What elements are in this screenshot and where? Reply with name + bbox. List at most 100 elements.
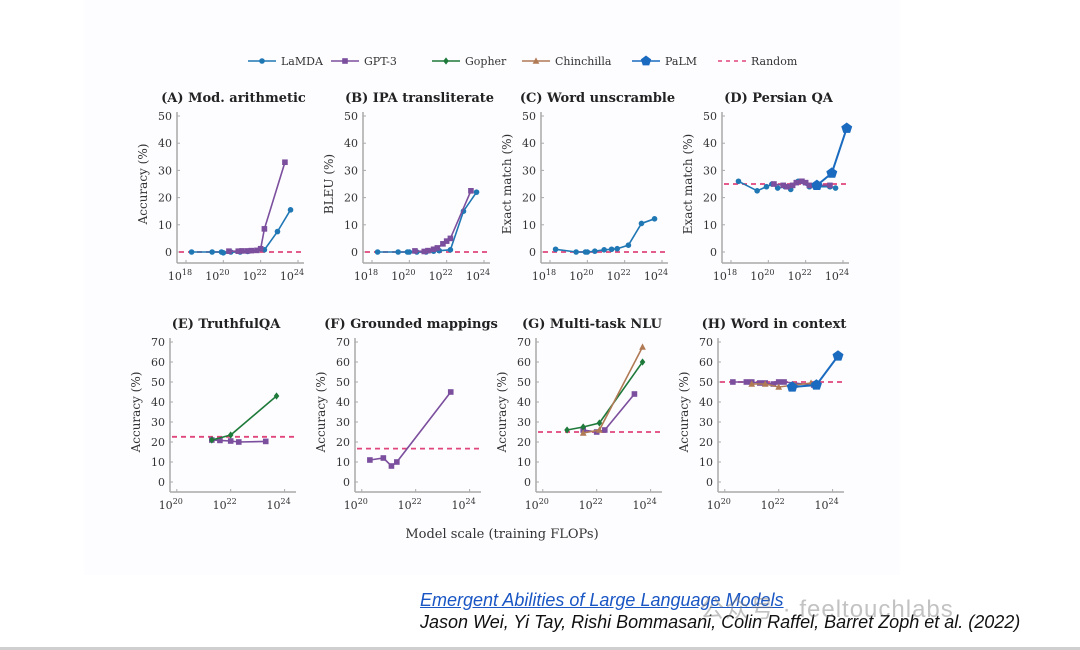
x-tick-label: 1022: [398, 497, 422, 512]
data-point: [388, 463, 395, 469]
watermark: 公众号 · feeltouchlabs: [700, 596, 954, 623]
data-point: [638, 220, 645, 227]
series-line: [211, 395, 278, 441]
data-point: [447, 235, 454, 242]
data-point: [226, 248, 232, 254]
series-gpt-3: [412, 188, 474, 255]
data-point: [239, 248, 245, 254]
data-point: [625, 242, 632, 248]
y-tick-label: 10: [336, 456, 350, 469]
y-axis-label: Exact match (%): [681, 134, 695, 234]
y-tick-label: 70: [336, 336, 350, 349]
paper-title-link[interactable]: Emergent Abilities of Large Language Mod…: [420, 590, 784, 610]
x-tick-label: 1024: [267, 497, 291, 512]
data-point: [789, 182, 796, 189]
series-chinchilla: [579, 343, 646, 436]
data-point: [220, 250, 227, 256]
data-point: [596, 419, 603, 427]
y-tick-label: 0: [351, 246, 358, 259]
data-point: [254, 247, 260, 254]
data-point: [235, 439, 242, 445]
data-point: [262, 438, 269, 445]
legend-item-palm: PaLM: [632, 55, 697, 68]
data-point: [374, 249, 381, 255]
x-tick-label: 1018: [354, 268, 378, 283]
y-tick-label: 60: [699, 356, 713, 369]
data-point: [367, 457, 373, 463]
x-tick-label: 1020: [344, 497, 368, 512]
chart-title: (H) Word in context: [702, 317, 847, 332]
x-tick-label: 1024: [280, 268, 304, 283]
y-tick-label: 30: [336, 416, 350, 429]
data-point: [248, 247, 255, 254]
data-point: [217, 437, 223, 444]
x-tick-label: 1022: [788, 268, 812, 283]
data-point: [244, 248, 251, 254]
y-tick-label: 20: [522, 192, 536, 205]
y-tick-label: 50: [703, 110, 717, 123]
legend-label: LaMDA: [281, 55, 324, 68]
y-tick-label: 20: [151, 436, 165, 449]
legend-item-gopher: Gopher: [432, 55, 507, 68]
y-tick-label: 50: [522, 110, 536, 123]
legend-item-random: Random: [718, 55, 798, 68]
legend-marker: [342, 58, 348, 64]
data-point: [781, 379, 787, 385]
y-tick-label: 20: [158, 192, 172, 205]
x-tick-label: 1024: [452, 497, 476, 512]
y-tick-label: 30: [517, 416, 531, 429]
data-point: [743, 379, 750, 385]
x-tick-label: 1018: [713, 268, 737, 283]
x-tick-label: 1024: [633, 497, 657, 512]
y-tick-label: 0: [710, 246, 717, 259]
data-point: [757, 380, 763, 386]
y-axis-label: Accuracy (%): [129, 372, 143, 454]
series-line: [566, 361, 644, 431]
y-tick-label: 60: [336, 356, 350, 369]
x-tick-label: 1020: [205, 268, 229, 283]
y-tick-label: 30: [158, 164, 172, 177]
data-point: [209, 249, 215, 255]
x-tick-label: 1020: [750, 268, 774, 283]
data-point: [832, 350, 844, 361]
data-point: [282, 159, 288, 166]
y-axis-label: Accuracy (%): [314, 372, 328, 454]
y-tick-label: 20: [703, 192, 717, 205]
legend-label: PaLM: [665, 55, 697, 68]
legend-label: Gopher: [465, 55, 507, 68]
y-tick-label: 40: [517, 396, 531, 409]
chart-title: (D) Persian QA: [724, 91, 834, 106]
y-tick-label: 10: [344, 219, 358, 232]
x-tick-label: 1020: [569, 268, 593, 283]
x-tick-label: 1018: [168, 268, 192, 283]
y-tick-label: 10: [517, 456, 531, 469]
legend-marker: [259, 58, 265, 64]
series-gopher: [564, 358, 646, 434]
data-point: [552, 246, 559, 253]
data-point: [748, 380, 756, 387]
data-point: [608, 246, 615, 253]
y-tick-label: 40: [703, 137, 717, 150]
series-line: [377, 191, 478, 253]
data-point: [394, 459, 400, 465]
data-point: [261, 226, 268, 232]
x-tick-label: 1022: [213, 497, 237, 512]
data-point: [592, 248, 598, 254]
citation: Emergent Abilities of Large Language Mod…: [420, 589, 1020, 633]
series-line: [228, 162, 286, 252]
series-palm: [811, 122, 853, 191]
data-point: [775, 379, 782, 385]
chart-title: (A) Mod. arithmetic: [161, 91, 306, 106]
data-point: [468, 188, 474, 194]
y-tick-label: 20: [344, 192, 358, 205]
data-point: [430, 246, 437, 253]
data-point: [771, 181, 777, 187]
y-tick-label: 30: [344, 164, 358, 177]
legend-marker: [640, 55, 652, 66]
y-tick-label: 10: [151, 456, 165, 469]
